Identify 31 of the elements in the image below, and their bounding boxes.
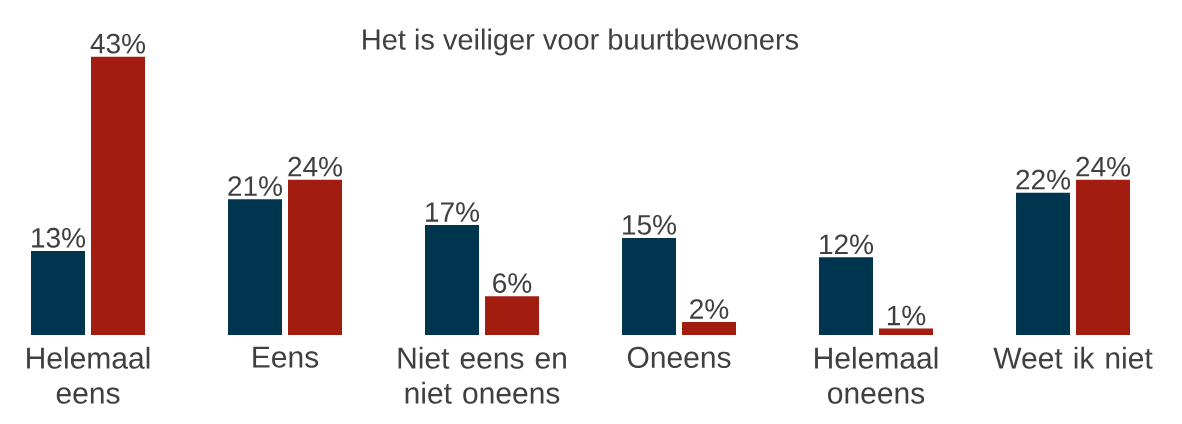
bar	[1016, 192, 1071, 335]
bar	[879, 328, 934, 335]
bar	[228, 199, 283, 335]
data-label: 24%	[288, 156, 343, 177]
data-label: 15%	[623, 215, 677, 235]
x-tick-label: Helemaal oneens	[815, 346, 938, 404]
x-tick-label: Niet eens en niet oneens	[398, 346, 566, 404]
x-tick-label: Eens	[253, 346, 319, 368]
x-tick-label: Weet ik niet	[993, 346, 1153, 369]
chart-title: Het is veiliger voor buurtbewoners	[363, 28, 799, 56]
data-label: 12%	[820, 234, 874, 255]
bar	[31, 250, 86, 335]
bar	[288, 179, 343, 335]
bar	[682, 322, 737, 335]
data-label: 43%	[90, 33, 146, 54]
data-label: 6%	[493, 273, 532, 293]
data-label: 2%	[690, 299, 729, 319]
data-label: 1%	[887, 305, 926, 326]
bar	[1076, 179, 1131, 335]
x-tick-label: Helemaal eens	[27, 346, 150, 404]
bar	[91, 56, 146, 335]
data-label: 24%	[1076, 156, 1131, 177]
data-label: 22%	[1016, 169, 1071, 190]
data-label: 13%	[32, 227, 86, 248]
bar	[819, 257, 874, 335]
x-tick-label: Oneens	[627, 346, 731, 369]
bar	[485, 296, 540, 335]
data-label: 17%	[426, 202, 480, 222]
bar	[425, 225, 480, 335]
data-label: 21%	[228, 176, 283, 196]
bar	[622, 237, 677, 335]
